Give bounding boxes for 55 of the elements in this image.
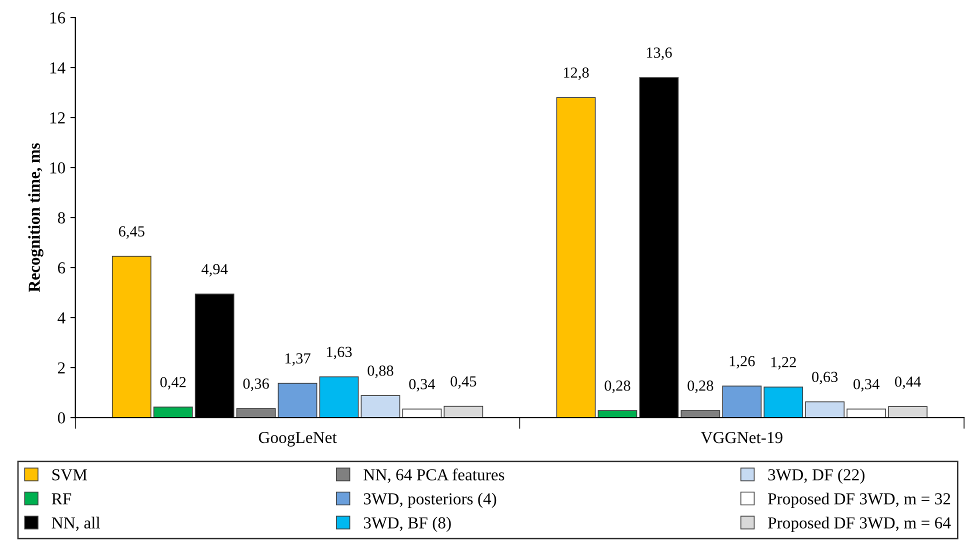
legend-label: RF <box>52 493 72 504</box>
data-label: 0,63 <box>812 372 838 384</box>
legend-label: 3WD, BF (8) <box>364 516 451 532</box>
legend-label: 3WD, DF (22) <box>768 468 864 484</box>
bar <box>402 408 442 418</box>
legend-label: 3WD, posteriors (4) <box>364 492 496 508</box>
y-tick-label: 2 <box>58 362 65 374</box>
legend-label: NN, 64 PCA features <box>364 468 504 483</box>
data-label: 0,28 <box>688 380 714 394</box>
y-tick-label: 10 <box>50 162 65 174</box>
data-label: 0,45 <box>450 376 476 389</box>
bar <box>444 406 484 418</box>
data-label: 12,8 <box>564 67 589 80</box>
data-label: 4,94 <box>202 264 228 276</box>
x-tick-label: GoogLeNet <box>258 432 337 447</box>
y-axis-title: Recognition time, ms <box>28 143 44 292</box>
bar <box>722 386 762 418</box>
data-label: 13,6 <box>646 48 672 60</box>
bar <box>278 382 318 418</box>
data-label: 0,44 <box>894 376 921 390</box>
y-tick-label: 14 <box>50 62 66 74</box>
x-tick-label: VGGNet-19 <box>700 432 782 444</box>
y-tick-label: 12 <box>50 112 65 124</box>
data-label: 0,42 <box>160 376 186 390</box>
data-label: 1,22 <box>771 357 796 370</box>
bar <box>112 256 152 418</box>
data-label: 1,63 <box>326 346 352 360</box>
data-label: 0,88 <box>368 365 394 378</box>
data-label: 1,37 <box>286 353 310 366</box>
bar <box>236 408 276 418</box>
y-tick-label: 0 <box>58 412 65 424</box>
y-tick-label: 4 <box>58 312 66 324</box>
legend-label: NN, all <box>52 516 100 531</box>
bar <box>764 386 804 418</box>
legend-label: SVM <box>52 469 87 481</box>
y-tick-label: 16 <box>50 12 66 24</box>
bar <box>680 410 720 418</box>
data-label: 0,34 <box>409 378 436 392</box>
data-label: 0,36 <box>243 378 269 392</box>
y-tick-label: 6 <box>58 262 66 274</box>
data-label: 0,34 <box>854 378 880 392</box>
bar <box>556 97 596 418</box>
bar <box>598 410 638 418</box>
bar <box>153 406 193 418</box>
bar <box>888 406 928 418</box>
legend-label: Proposed DF 3WD, m = 64 <box>768 516 951 532</box>
bar <box>846 408 886 418</box>
bar <box>360 395 400 418</box>
data-label: 0,28 <box>604 380 630 394</box>
data-label: 1,26 <box>730 356 755 368</box>
y-tick-label: 8 <box>58 212 65 224</box>
bar <box>319 376 359 418</box>
bar <box>805 401 845 418</box>
data-label: 6,45 <box>118 226 144 239</box>
legend-label: Proposed DF 3WD, m = 32 <box>768 492 950 508</box>
